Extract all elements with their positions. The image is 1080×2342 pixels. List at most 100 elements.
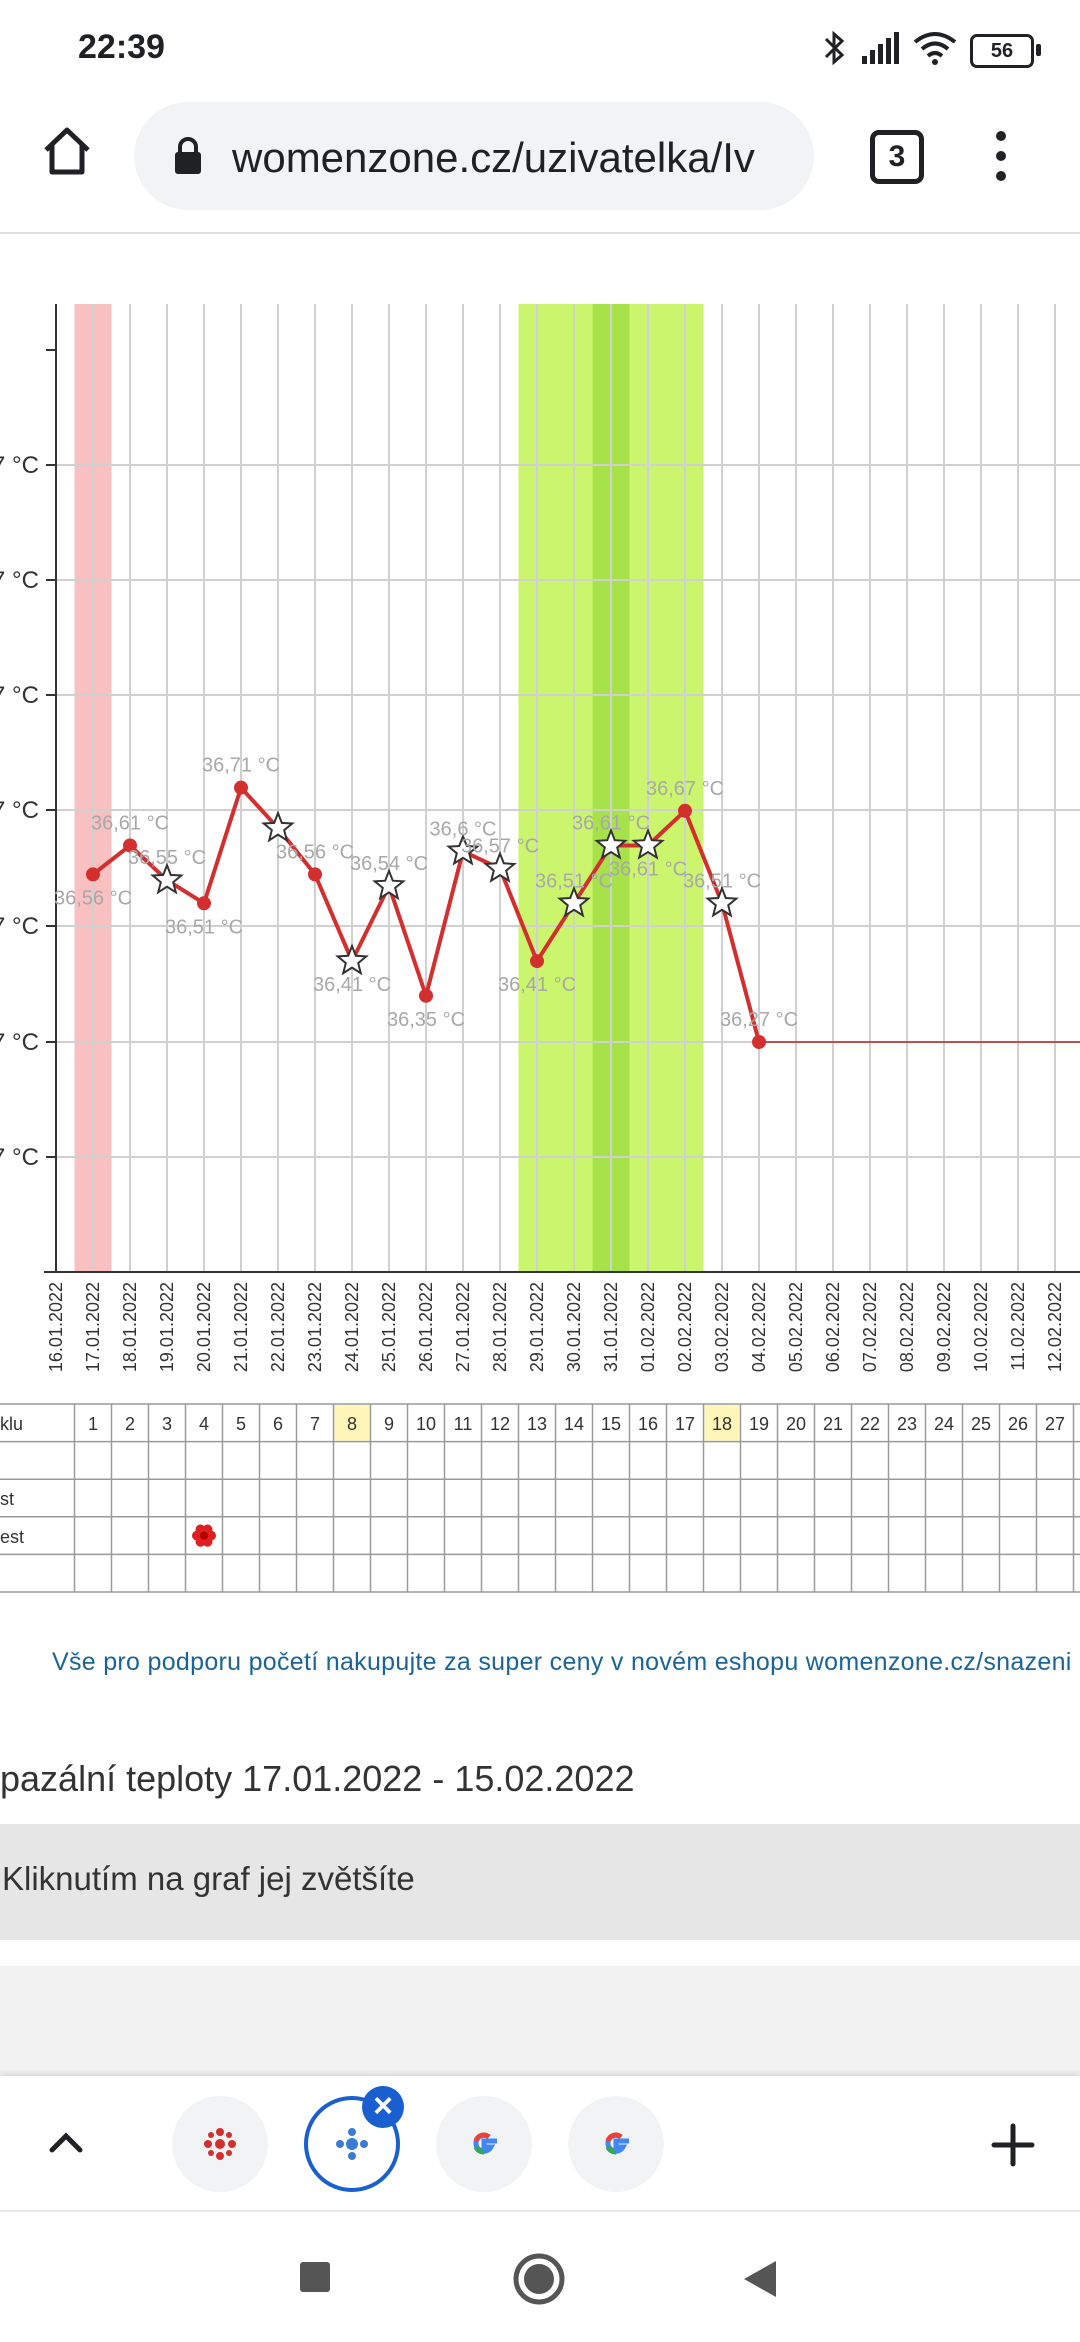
x-tick-label: 04.02.2022	[749, 1282, 769, 1372]
x-tick-label: 24.01.2022	[342, 1282, 362, 1372]
x-tick-label: 31.01.2022	[601, 1282, 621, 1372]
x-tick-label: 29.01.2022	[527, 1282, 547, 1372]
data-label: 36,41 °C	[498, 974, 576, 996]
x-tick-label: 09.02.2022	[934, 1282, 954, 1372]
zoom-hint-text: Kliknutím na graf jej zvětšíte	[2, 1860, 415, 1897]
data-point	[678, 803, 692, 818]
x-tick-label: 06.02.2022	[823, 1282, 843, 1372]
battery-indicator: 56	[970, 34, 1034, 68]
x-tick-label: 30.01.2022	[564, 1282, 584, 1372]
tab-thumbnail-3[interactable]	[436, 2096, 532, 2192]
close-tab-button[interactable]: ×	[362, 2086, 404, 2128]
day-number: 3	[162, 1414, 172, 1434]
day-number: 15	[601, 1414, 621, 1434]
day-number: 1	[88, 1414, 98, 1434]
day-number: 8	[347, 1414, 357, 1434]
google-icon	[605, 2132, 629, 2155]
zoom-hint-bar[interactable]: Kliknutím na graf jej zvětšíte	[0, 1824, 1080, 1940]
data-label: 36,51 °C	[165, 916, 243, 938]
x-tick-label: 16.01.2022	[46, 1282, 66, 1372]
more-menu-icon[interactable]	[986, 126, 1016, 186]
day-number: 21	[823, 1414, 843, 1434]
toolbar-divider	[0, 232, 1080, 234]
home-icon[interactable]	[40, 124, 94, 178]
day-number: 24	[934, 1414, 954, 1434]
promo-link[interactable]: Vše pro podporu početí nakupujte za supe…	[52, 1648, 1072, 1676]
y-tick-label: 7 °C	[0, 1144, 39, 1171]
star-marker	[594, 827, 628, 860]
x-tick-label: 12.02.2022	[1045, 1282, 1065, 1372]
back-nav-icon[interactable]	[740, 2258, 780, 2300]
wifi-icon	[913, 32, 957, 65]
chart-heading: pazální teploty 17.01.2022 - 15.02.2022	[0, 1758, 635, 1799]
day-number: 25	[971, 1414, 991, 1434]
data-point	[752, 1035, 766, 1049]
tab-favicon-active	[336, 2128, 368, 2160]
x-tick-label: 10.02.2022	[971, 1282, 991, 1372]
day-highlight	[334, 1405, 370, 1441]
star-marker	[483, 850, 517, 883]
data-label: 36,61 °C	[572, 812, 650, 834]
bluetooth-icon	[824, 30, 845, 66]
cell-signal-icon	[862, 32, 899, 64]
chevron-up-icon[interactable]	[46, 2126, 86, 2156]
table-row-label: st	[0, 1489, 14, 1509]
url-text[interactable]: womenzone.cz/uzivatelka/Iv	[232, 134, 755, 181]
x-tick-label: 01.02.2022	[638, 1282, 658, 1372]
day-number: 26	[1008, 1414, 1028, 1434]
recent-apps-icon[interactable]	[298, 2260, 332, 2294]
data-point	[308, 867, 322, 882]
data-label: 36,56 °C	[54, 887, 132, 909]
address-bar[interactable]: womenzone.cz/uzivatelka/Iv	[134, 102, 814, 210]
status-bar: 22:39 56	[0, 0, 1080, 96]
x-tick-label: 21.01.2022	[231, 1282, 251, 1372]
data-point	[234, 780, 248, 795]
x-tick-label: 26.01.2022	[416, 1282, 436, 1372]
tab-switcher-button[interactable]: 3	[870, 130, 924, 184]
x-tick-label: 08.02.2022	[897, 1282, 917, 1372]
lock-icon[interactable]	[172, 136, 204, 176]
android-nav-bar	[0, 2210, 1080, 2342]
day-number: 12	[490, 1414, 510, 1434]
table-row-label: est	[0, 1527, 24, 1547]
new-tab-icon[interactable]	[990, 2122, 1036, 2168]
day-number: 20	[786, 1414, 806, 1434]
day-number: 14	[564, 1414, 584, 1434]
data-label: 36,41 °C	[313, 974, 391, 996]
red-flower-icon	[192, 1524, 216, 1547]
data-label: 36,51 °C	[535, 870, 613, 892]
star-marker	[261, 810, 295, 843]
data-label: 36,27 °C	[720, 1009, 798, 1031]
data-label: 36,71 °C	[202, 755, 280, 777]
status-icons: 56	[820, 26, 1080, 70]
star-marker	[335, 943, 369, 976]
tab-thumbnail-4[interactable]	[568, 2096, 664, 2192]
star-marker	[705, 885, 739, 918]
star-marker	[557, 885, 591, 918]
data-point	[530, 954, 544, 969]
tab-thumbnail-1[interactable]	[172, 2096, 268, 2192]
data-label: 36,6 °C	[430, 818, 497, 840]
data-point	[419, 988, 433, 1003]
day-number: 17	[675, 1414, 695, 1434]
day-number: 6	[273, 1414, 283, 1434]
flower-center	[200, 1531, 208, 1540]
day-number: 18	[712, 1414, 732, 1434]
x-tick-label: 20.01.2022	[194, 1282, 214, 1372]
data-label: 36,54 °C	[350, 853, 428, 875]
temperature-chart[interactable]: 7 °C7 °C7 °C7 °C7 °C7 °C7 °C 36,56 °C36,…	[0, 234, 1080, 1644]
data-label: 36,61 °C	[609, 858, 687, 880]
day-number: 9	[384, 1414, 394, 1434]
battery-tip	[1036, 44, 1041, 56]
tab-thumbnail-active[interactable]	[304, 2096, 400, 2192]
x-tick-label: 07.02.2022	[860, 1282, 880, 1372]
y-tick-label: 7 °C	[0, 682, 39, 709]
data-label: 36,56 °C	[276, 841, 354, 863]
x-tick-label: 03.02.2022	[712, 1282, 732, 1372]
day-number: 5	[236, 1414, 246, 1434]
day-number: 11	[454, 1414, 473, 1434]
day-number: 13	[527, 1414, 547, 1434]
home-nav-icon[interactable]	[512, 2252, 566, 2306]
data-label: 36,35 °C	[387, 1009, 465, 1031]
data-point	[86, 867, 100, 882]
